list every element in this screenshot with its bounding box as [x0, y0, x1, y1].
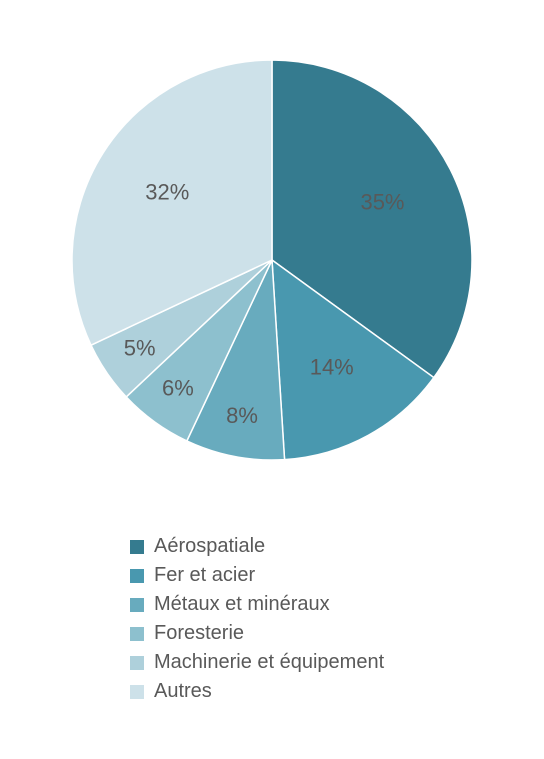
- legend-swatch: [130, 685, 144, 699]
- legend-item: Autres: [130, 680, 384, 703]
- legend-item: Machinerie et équipement: [130, 651, 384, 674]
- legend-label: Fer et acier: [154, 564, 255, 587]
- legend-label: Métaux et minéraux: [154, 593, 330, 616]
- chart-container: { "chart": { "type": "pie", "background_…: [0, 0, 544, 759]
- legend-label: Machinerie et équipement: [154, 651, 384, 674]
- slice-percent-label: 35%: [360, 190, 404, 215]
- legend-label: Aérospatiale: [154, 535, 265, 558]
- legend-label: Foresterie: [154, 622, 244, 645]
- legend-item: Aérospatiale: [130, 535, 384, 558]
- legend-label: Autres: [154, 680, 212, 703]
- legend-swatch: [130, 627, 144, 641]
- legend-swatch: [130, 656, 144, 670]
- slice-percent-label: 8%: [226, 403, 258, 428]
- legend-item: Fer et acier: [130, 564, 384, 587]
- legend-swatch: [130, 540, 144, 554]
- legend: Aérospatiale Fer et acier Métaux et minéra…: [130, 535, 384, 709]
- legend-swatch: [130, 569, 144, 583]
- pie-chart-area: 35% 14% 8% 6%5% 32%: [0, 0, 544, 520]
- slice-percent-label: 14%: [310, 354, 354, 379]
- legend-item: Métaux et minéraux: [130, 593, 384, 616]
- slice-percent-label: 32%: [145, 179, 189, 204]
- slice-percent-label: 5%: [124, 336, 156, 361]
- legend-swatch: [130, 598, 144, 612]
- legend-item: Foresterie: [130, 622, 384, 645]
- slice-percent-label: 6%: [162, 375, 194, 400]
- pie-chart-svg: 35% 14% 8% 6%5% 32%: [0, 0, 544, 520]
